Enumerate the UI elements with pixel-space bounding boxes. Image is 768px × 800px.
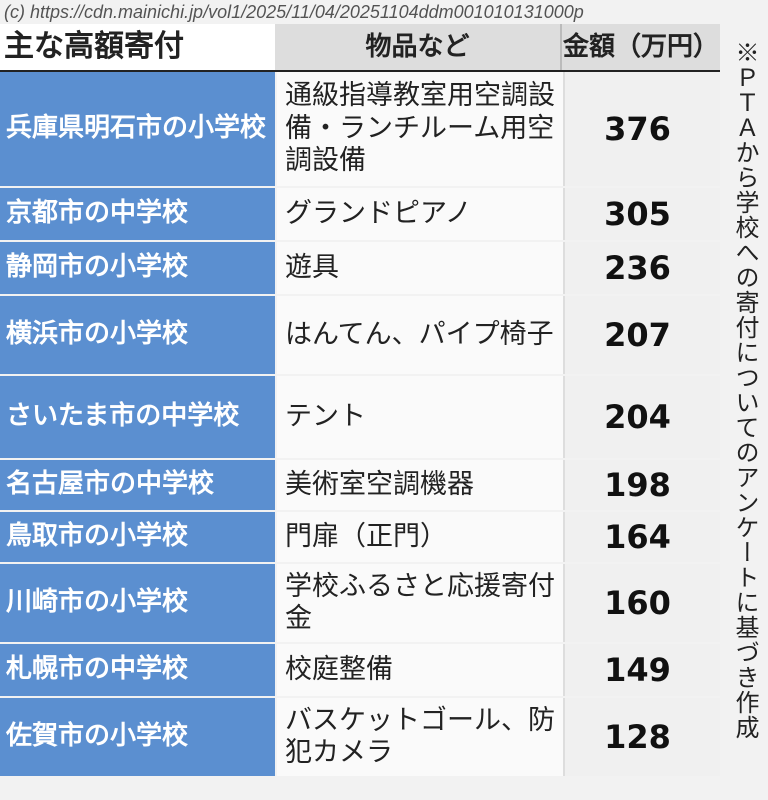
table-row: 鳥取市の小学校 門扉（正門） 164	[0, 512, 720, 564]
table-row: さいたま市の中学校 テント 204	[0, 376, 720, 460]
amount-cell: 204	[563, 376, 720, 458]
place-cell: 京都市の中学校	[0, 188, 275, 240]
place-cell: 鳥取市の小学校	[0, 512, 275, 562]
item-cell: バスケットゴール、防犯カメラ	[275, 698, 563, 776]
table-row: 静岡市の小学校 遊具 236	[0, 242, 720, 296]
amount-cell: 128	[563, 698, 720, 776]
table-row: 佐賀市の小学校 バスケットゴール、防犯カメラ 128	[0, 698, 720, 778]
amount-cell: 160	[563, 564, 720, 642]
table-row: 川崎市の小学校 学校ふるさと応援寄付金 160	[0, 564, 720, 644]
table-title: 主な高額寄付	[0, 24, 275, 70]
table-row: 名古屋市の中学校 美術室空調機器 198	[0, 460, 720, 512]
place-cell: 名古屋市の中学校	[0, 460, 275, 510]
place-cell: 札幌市の中学校	[0, 644, 275, 696]
column-header-amount: 金額（万円）	[560, 24, 720, 70]
table-header: 主な高額寄付 物品など 金額（万円）	[0, 24, 720, 72]
watermark: (c) https://cdn.mainichi.jp/vol1/2025/11…	[4, 2, 584, 22]
table-row: 京都市の中学校 グランドピアノ 305	[0, 188, 720, 242]
item-cell: はんてん、パイプ椅子	[275, 296, 563, 374]
item-cell: グランドピアノ	[275, 188, 563, 240]
item-cell: 美術室空調機器	[275, 460, 563, 510]
place-cell: 川崎市の小学校	[0, 564, 275, 642]
item-cell: 門扉（正門）	[275, 512, 563, 562]
donation-table: 兵庫県明石市の小学校 通級指導教室用空調設備・ランチルーム用空調設備 376 京都市の…	[0, 72, 720, 778]
column-header-item: 物品など	[275, 24, 560, 70]
item-cell: テント	[275, 376, 563, 458]
source-note: ※ＰＴＡから学校への寄付についてのアンケートに基づき作成	[731, 40, 759, 740]
amount-cell: 207	[563, 296, 720, 374]
amount-cell: 149	[563, 644, 720, 696]
table-row: 兵庫県明石市の小学校 通級指導教室用空調設備・ランチルーム用空調設備 376	[0, 72, 720, 188]
table-row: 札幌市の中学校 校庭整備 149	[0, 644, 720, 698]
amount-cell: 198	[563, 460, 720, 510]
place-cell: 横浜市の小学校	[0, 296, 275, 374]
item-cell: 校庭整備	[275, 644, 563, 696]
place-cell: 佐賀市の小学校	[0, 698, 275, 776]
item-cell: 通級指導教室用空調設備・ランチルーム用空調設備	[275, 72, 563, 186]
amount-cell: 305	[563, 188, 720, 240]
item-cell: 遊具	[275, 242, 563, 294]
place-cell: 静岡市の小学校	[0, 242, 275, 294]
table-row: 横浜市の小学校 はんてん、パイプ椅子 207	[0, 296, 720, 376]
amount-cell: 376	[563, 72, 720, 186]
place-cell: さいたま市の中学校	[0, 376, 275, 458]
amount-cell: 236	[563, 242, 720, 294]
place-cell: 兵庫県明石市の小学校	[0, 72, 275, 186]
amount-cell: 164	[563, 512, 720, 562]
item-cell: 学校ふるさと応援寄付金	[275, 564, 563, 642]
